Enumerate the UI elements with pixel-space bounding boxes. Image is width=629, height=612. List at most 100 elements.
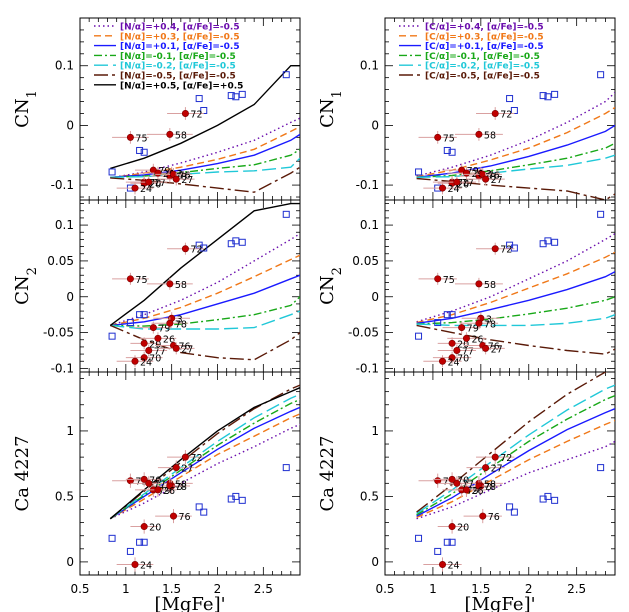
cluster-point xyxy=(172,175,180,183)
observed-point xyxy=(238,496,246,504)
cluster-point xyxy=(453,178,461,186)
y-tick-label: 0 xyxy=(371,290,379,304)
x-tick-label: 1 xyxy=(429,582,437,596)
cluster-point xyxy=(181,109,189,117)
legend: [C/α]=+0.4, [α/Fe]=-0.5[C/α]=+0.3, [α/Fe… xyxy=(399,23,544,82)
observed-point xyxy=(238,238,246,246)
cluster-label: 78 xyxy=(175,482,187,493)
legend-label: [N/α]=+0.1, [α/Fe]=-0.5 xyxy=(120,42,240,52)
model-line-2 xyxy=(109,406,300,520)
cluster-point xyxy=(154,486,162,494)
y-axis-label: CN1 xyxy=(12,90,40,128)
cluster-label: 75 xyxy=(135,477,147,488)
cluster-label: 20 xyxy=(457,179,469,190)
observed-point xyxy=(551,496,559,504)
cluster-label: 75 xyxy=(443,477,455,488)
cluster-label: 58 xyxy=(175,479,187,490)
model-line-1 xyxy=(110,254,300,327)
cluster-point xyxy=(145,178,153,186)
cluster-point xyxy=(491,109,499,117)
observed-point xyxy=(140,538,148,546)
cluster-point xyxy=(166,319,174,327)
model-line-3 xyxy=(110,296,300,327)
cluster-label: 76 xyxy=(179,341,191,352)
cluster-label: 3 xyxy=(486,482,492,493)
cluster-point xyxy=(434,275,442,283)
legend-label: [N/α]=-0.2, [α/Fe]=-0.5 xyxy=(120,62,236,72)
model-line-0 xyxy=(110,117,300,179)
legend-label: [C/α]=-0.5, [α/Fe]=-0.5 xyxy=(425,72,540,82)
cluster-label: 24 xyxy=(448,561,460,572)
cluster-label: 58 xyxy=(175,130,187,141)
cluster-label: 72 xyxy=(500,453,512,464)
observed-point xyxy=(510,244,518,252)
x-tick-label: 2 xyxy=(525,582,533,596)
cluster-point xyxy=(166,482,174,490)
cluster-label: 79 xyxy=(158,486,170,497)
cluster-label: 3 xyxy=(177,314,183,325)
cluster-label: 24 xyxy=(140,357,152,368)
cluster-label: 77 xyxy=(462,178,474,189)
panel-1-2: 0 0.5 1 75 58 72 79 378 70 20 77 24 26 76 27 0.5 1 1.5 2 2.… xyxy=(360,371,616,612)
cluster-label: 78 xyxy=(175,172,187,183)
cluster-label: 75 xyxy=(443,133,455,144)
observed-point xyxy=(597,464,605,472)
cluster-label: 26 xyxy=(471,486,483,497)
cluster-label: 24 xyxy=(448,357,460,368)
cluster-point xyxy=(170,512,178,520)
cluster-point xyxy=(181,453,189,461)
observed-point xyxy=(448,311,456,319)
cluster-point xyxy=(131,357,139,365)
observed-point xyxy=(544,93,552,101)
observed-point xyxy=(415,168,423,176)
cluster-label: 70 xyxy=(149,354,161,365)
cluster-point xyxy=(172,344,180,352)
cluster-label: 77 xyxy=(462,347,474,358)
observed-point xyxy=(136,311,144,319)
cluster-point xyxy=(145,346,153,354)
legend-label: [C/α]=+0.4, [α/Fe]=-0.5 xyxy=(425,23,544,33)
cluster-point xyxy=(131,561,139,569)
observed-point xyxy=(136,538,144,546)
cluster-label: 26 xyxy=(471,334,483,345)
cluster-label: 76 xyxy=(179,512,191,523)
y-tick-label: 0.05 xyxy=(47,254,74,268)
x-tick-label: 2.5 xyxy=(254,582,273,596)
cluster-point xyxy=(438,561,446,569)
cluster-point xyxy=(126,275,134,283)
observed-point xyxy=(108,168,116,176)
cluster-label: 79 xyxy=(467,486,479,497)
cluster-point xyxy=(140,523,148,531)
cluster-point xyxy=(482,175,490,183)
model-line-4 xyxy=(416,384,615,514)
observed-point xyxy=(140,311,148,319)
model-line-5 xyxy=(109,384,300,520)
observed-point xyxy=(506,503,514,511)
cluster-point xyxy=(145,479,153,487)
y-axis-label: CN2 xyxy=(12,267,40,305)
cluster-label: 77 xyxy=(154,178,166,189)
model-line-4 xyxy=(110,157,300,178)
y-tick-label: -0.1 xyxy=(51,361,74,375)
y-tick-label: -0.1 xyxy=(356,178,379,192)
cluster-point xyxy=(438,357,446,365)
cluster-label: 72 xyxy=(500,109,512,120)
y-tick-label: 0.1 xyxy=(360,59,379,73)
observed-point xyxy=(227,240,235,248)
y-tick-label: 0.05 xyxy=(352,254,379,268)
y-tick-label: -0.1 xyxy=(51,178,74,192)
observed-point xyxy=(195,503,203,511)
cluster-point xyxy=(453,346,461,354)
cluster-label: 78 xyxy=(175,319,187,330)
y-tick-label: 0.1 xyxy=(360,218,379,232)
x-axis-label: [MgFe]' xyxy=(154,594,225,612)
model-line-2 xyxy=(110,133,300,178)
cluster-label: 77 xyxy=(154,347,166,358)
cluster-point xyxy=(453,479,461,487)
cluster-point xyxy=(462,334,470,342)
cluster-label: 58 xyxy=(484,479,496,490)
cluster-label: 20 xyxy=(149,523,161,534)
